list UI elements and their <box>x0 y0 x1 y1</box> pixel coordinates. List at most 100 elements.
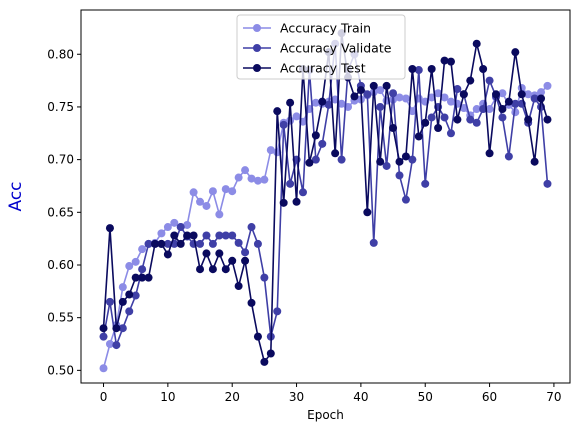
data-point <box>125 262 134 271</box>
data-point <box>311 131 320 140</box>
data-point <box>459 103 468 112</box>
legend-swatch-marker <box>253 44 261 52</box>
x-tick-label: 20 <box>225 390 240 404</box>
data-point <box>286 98 295 107</box>
data-point <box>176 223 185 232</box>
data-point <box>292 112 301 121</box>
data-point <box>498 105 507 114</box>
data-point <box>311 98 320 107</box>
data-point <box>466 76 475 85</box>
data-point <box>427 65 436 74</box>
data-point <box>131 291 140 300</box>
data-point <box>414 66 423 75</box>
data-point <box>401 152 410 161</box>
data-point <box>118 324 127 333</box>
data-point <box>144 239 153 248</box>
data-point <box>202 201 211 210</box>
data-point <box>105 297 114 306</box>
data-point <box>530 94 539 103</box>
data-point <box>472 118 481 127</box>
data-point <box>382 161 391 170</box>
data-point <box>504 97 513 106</box>
data-point <box>408 155 417 164</box>
data-point <box>228 187 237 196</box>
data-point <box>112 341 121 350</box>
data-point <box>504 152 513 161</box>
data-point <box>305 158 314 167</box>
data-point <box>228 256 237 265</box>
data-point <box>138 273 147 282</box>
data-point <box>498 89 507 98</box>
series-2 <box>99 29 552 366</box>
data-point <box>511 99 520 108</box>
data-point <box>337 99 346 108</box>
x-tick-label: 30 <box>289 390 304 404</box>
data-point <box>440 113 449 122</box>
data-point <box>543 115 552 124</box>
data-point <box>395 171 404 180</box>
data-point <box>266 146 275 155</box>
data-point <box>446 57 455 66</box>
data-point <box>131 257 140 266</box>
data-point <box>266 349 275 358</box>
x-tick-label: 60 <box>482 390 497 404</box>
data-point <box>292 197 301 206</box>
y-tick-label: 0.65 <box>47 205 74 219</box>
x-axis-label: Epoch <box>307 408 344 422</box>
data-point <box>170 218 179 227</box>
data-point <box>253 176 262 185</box>
data-point <box>189 231 198 240</box>
data-point <box>144 273 153 282</box>
data-point <box>331 149 340 158</box>
legend-box <box>236 14 406 80</box>
data-point <box>221 265 230 274</box>
data-point <box>99 324 108 333</box>
data-point <box>446 97 455 106</box>
data-point <box>537 88 546 97</box>
legend: Accuracy Train Accuracy Validate Accuracy … <box>236 14 406 80</box>
data-point <box>215 210 224 219</box>
data-point <box>363 90 372 99</box>
data-point <box>485 76 494 85</box>
data-point <box>369 81 378 90</box>
data-point <box>279 198 288 207</box>
data-point <box>479 65 488 74</box>
data-point <box>376 102 385 111</box>
data-point <box>196 239 205 248</box>
x-tick-label: 40 <box>353 390 368 404</box>
data-point <box>208 265 217 274</box>
legend-label: Accuracy Validate <box>280 41 392 56</box>
x-tick-label: 70 <box>546 390 561 404</box>
y-tick-label: 0.70 <box>47 153 74 167</box>
data-point <box>196 197 205 206</box>
data-point <box>202 249 211 258</box>
data-point <box>286 179 295 188</box>
data-point <box>131 273 140 282</box>
data-point <box>382 81 391 90</box>
data-point <box>112 324 121 333</box>
data-point <box>138 245 147 254</box>
legend-label: Accuracy Train <box>280 21 371 36</box>
data-point <box>125 307 134 316</box>
data-point <box>105 224 114 233</box>
legend-item: Accuracy Train <box>243 21 371 36</box>
data-point <box>543 81 552 90</box>
legend-swatch-marker <box>253 24 261 32</box>
data-point <box>234 173 243 182</box>
data-point <box>466 115 475 124</box>
data-point <box>163 250 172 259</box>
y-tick-label: 0.55 <box>47 311 74 325</box>
data-point <box>401 94 410 103</box>
data-point <box>215 249 224 258</box>
data-point <box>247 223 256 232</box>
data-point <box>105 340 114 349</box>
data-point <box>253 332 262 341</box>
data-point <box>163 223 172 232</box>
data-point <box>183 231 192 240</box>
data-point <box>215 231 224 240</box>
data-point <box>453 115 462 124</box>
data-point <box>241 166 250 175</box>
data-point <box>273 107 282 116</box>
data-point <box>427 93 436 102</box>
data-point <box>234 238 243 247</box>
